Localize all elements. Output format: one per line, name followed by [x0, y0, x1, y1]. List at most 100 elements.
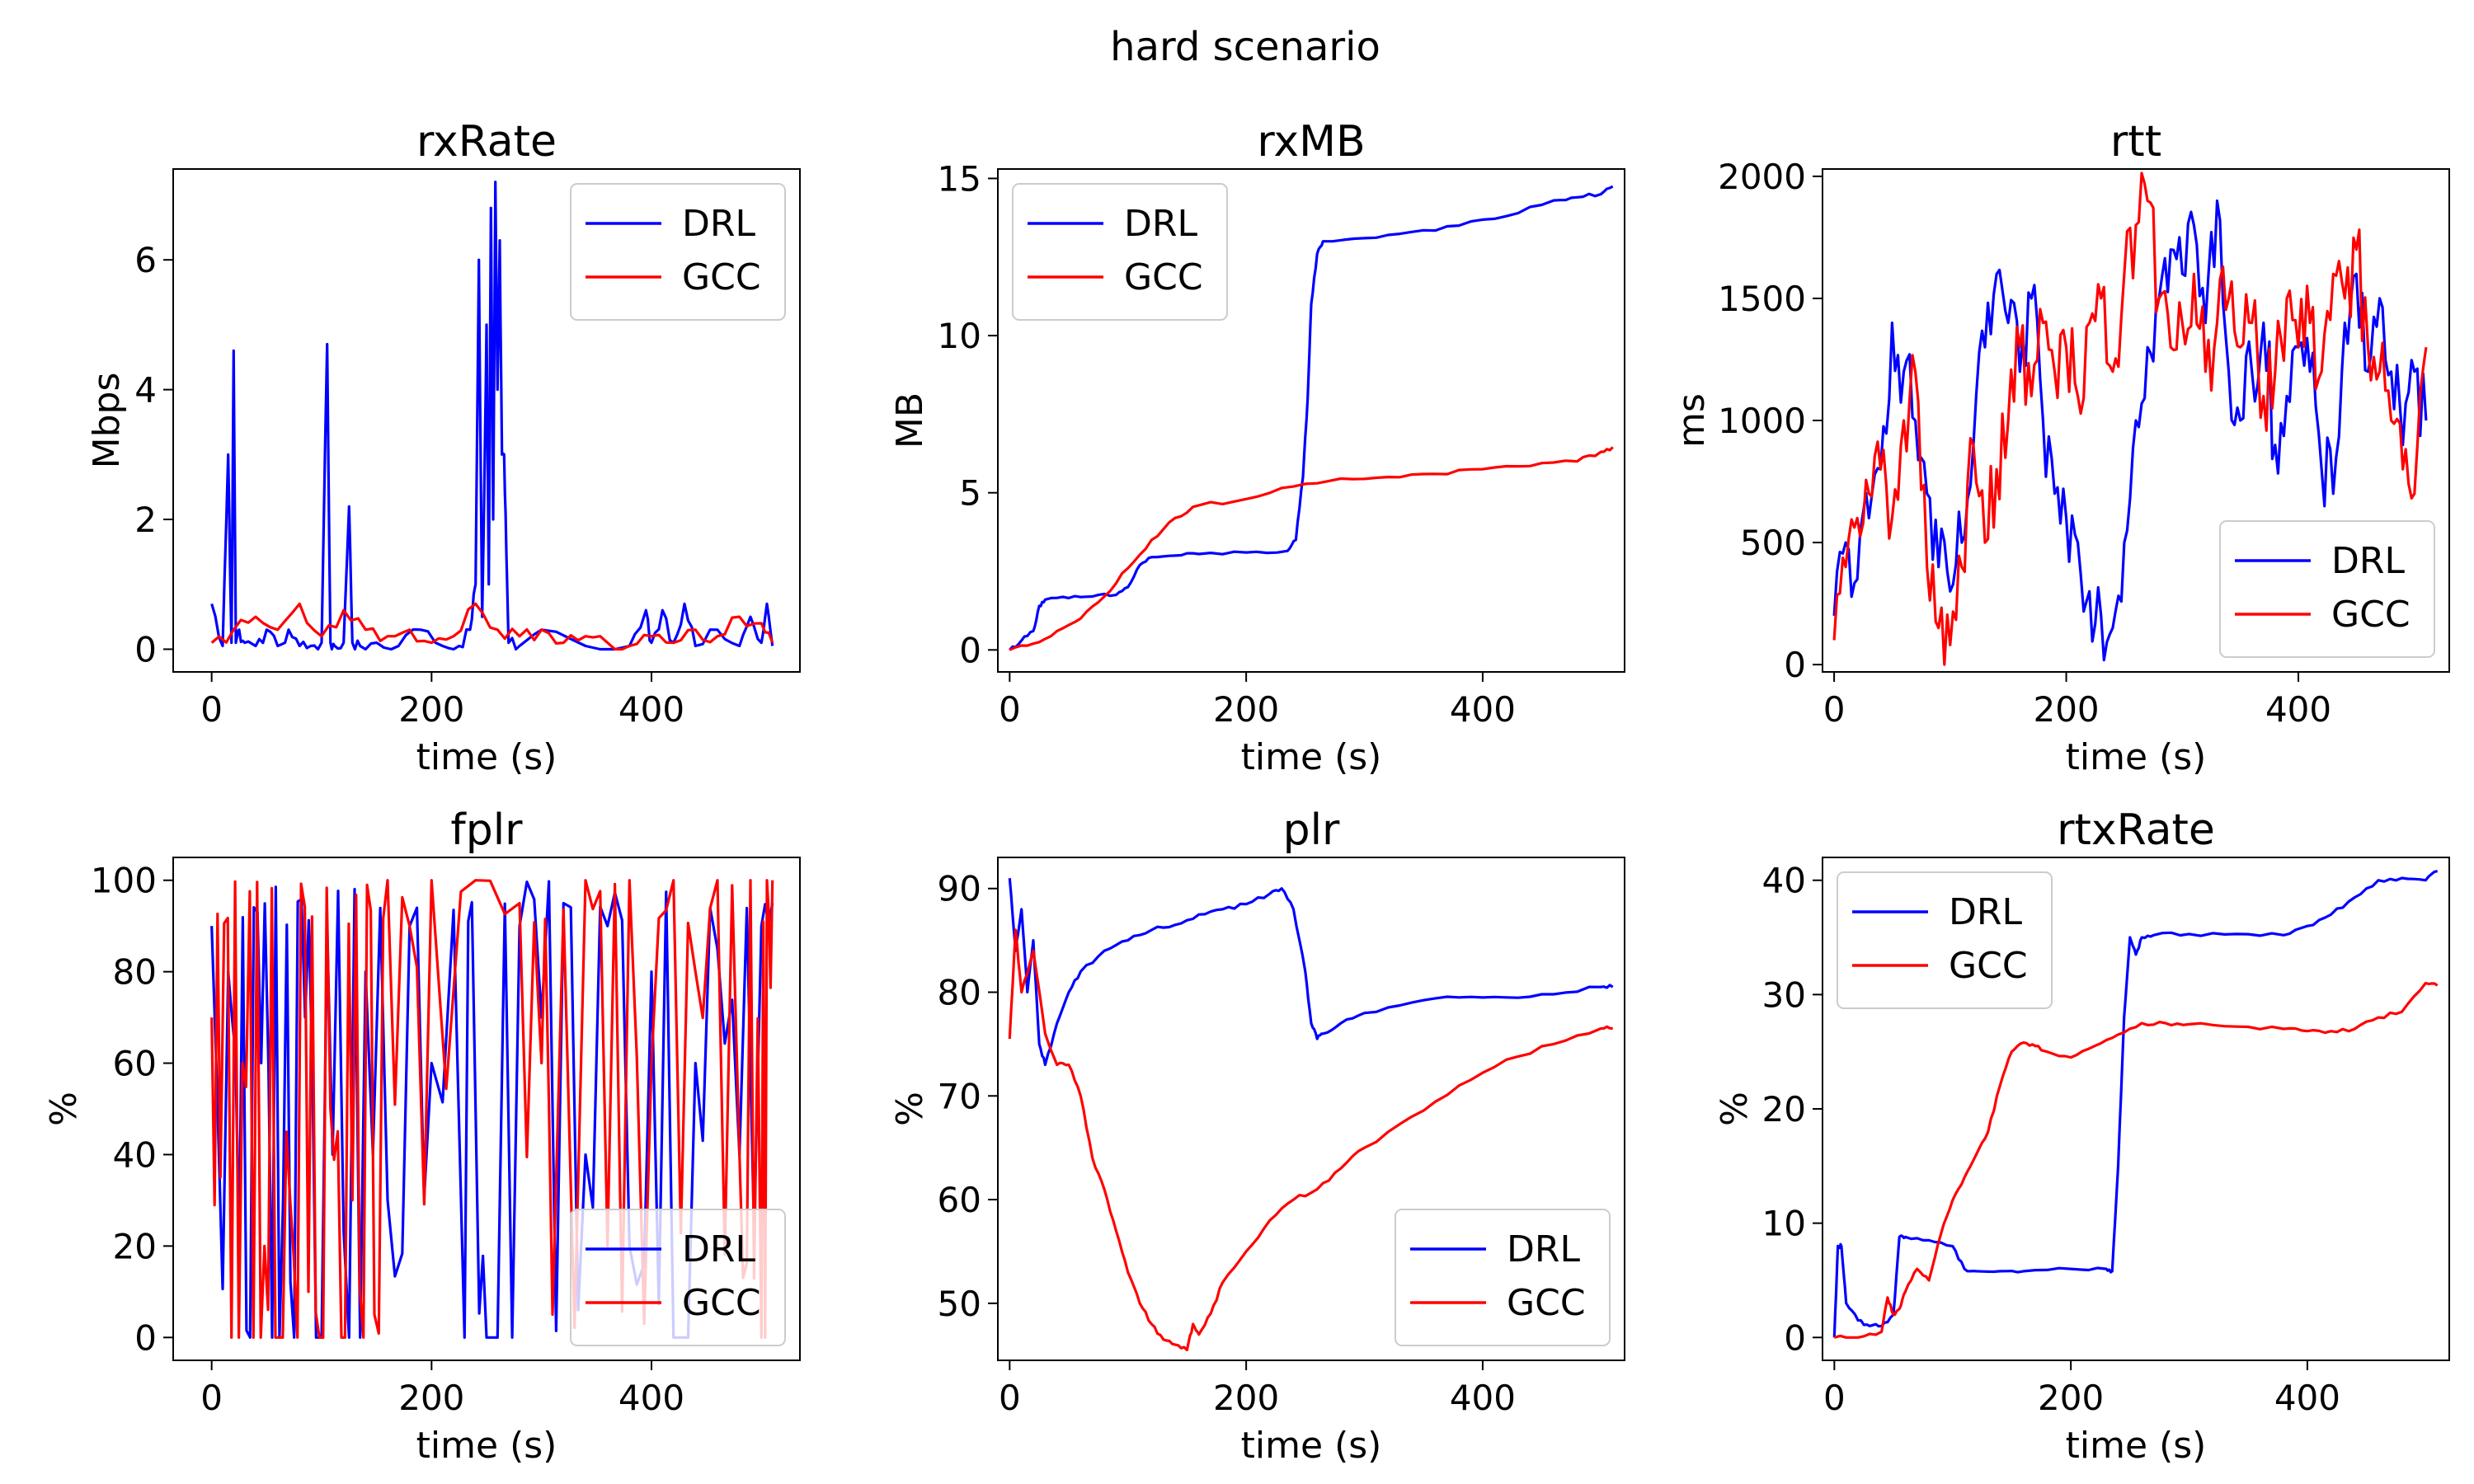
legend-label-gcc: GCC [1949, 945, 2028, 987]
x-axis-label: time (s) [2066, 736, 2207, 778]
x-tick-label: 0 [999, 1378, 1021, 1418]
chart-title: fplr [450, 805, 523, 855]
x-tick-label: 200 [1213, 1378, 1279, 1418]
x-tick-label: 400 [618, 1378, 684, 1418]
chart-plr: 0 200 400 50 60 70 80 90 plr time (s)% DRL GCC [889, 805, 1625, 1467]
legend-label-drl: DRL [682, 203, 755, 245]
legend: DRL GCC [1395, 1209, 1611, 1346]
x-tick-label: 400 [2274, 1378, 2340, 1418]
x-axis-label: time (s) [1241, 736, 1382, 778]
legend-box [570, 1209, 786, 1346]
y-axis-label: % [1714, 1092, 1756, 1126]
y-axis-label: ms [1671, 393, 1713, 448]
legend: DRL GCC [1837, 871, 2053, 1009]
y-axis-label: MB [889, 392, 931, 448]
series-line-drl [1832, 199, 2428, 662]
y-tick-label: 0 [134, 629, 157, 669]
legend-label-drl: DRL [2331, 540, 2405, 582]
legend-label-drl: DRL [1507, 1228, 1580, 1270]
legend-label-drl: DRL [1949, 891, 2022, 933]
x-tick-label: 0 [1823, 689, 1846, 730]
y-axis-label: % [889, 1092, 931, 1126]
series-line-gcc [210, 602, 774, 651]
legend-box [1395, 1209, 1611, 1346]
plot-frame [172, 168, 801, 673]
series-line-drl [1008, 878, 1614, 1067]
y-tick-label: 50 [938, 1284, 981, 1324]
series-line-drl [210, 181, 774, 651]
legend-label-gcc: GCC [2331, 594, 2411, 636]
y-tick-label: 60 [113, 1044, 157, 1084]
chart-title: rtxRate [2057, 805, 2215, 855]
legend-label-drl: DRL [682, 1228, 755, 1270]
x-tick-label: 200 [2033, 689, 2099, 730]
chart-rxRate: 0 200 400 0 2 4 6 rxRate time (s) Mbps DRL GCC [86, 117, 801, 778]
x-tick-label: 0 [200, 1378, 223, 1418]
legend: DRL GCC [570, 1209, 786, 1346]
y-tick-label: 1000 [1718, 401, 1806, 441]
y-tick-label: 20 [113, 1226, 157, 1266]
chart-title: plr [1283, 805, 1340, 855]
x-tick-label: 200 [1213, 689, 1279, 730]
figure-suptitle: hard scenario [1110, 24, 1380, 70]
y-tick-label: 0 [959, 630, 981, 670]
legend-label-drl: DRL [1124, 203, 1197, 245]
chart-rtxRate: 0 200 400 0 10 20 30 40 rtxRate time (s)% DRL GCC [1714, 805, 2450, 1467]
chart-title: rtt [2110, 117, 2161, 167]
x-axis-label: time (s) [2066, 1425, 2207, 1467]
y-tick-label: 0 [1784, 1317, 1806, 1358]
x-tick-label: 200 [2038, 1378, 2104, 1418]
y-tick-label: 90 [938, 869, 981, 909]
x-axis-label: time (s) [1241, 1425, 1382, 1467]
legend-box [2219, 520, 2435, 658]
x-tick-label: 400 [1450, 689, 1516, 730]
y-axis-label: Mbps [86, 373, 128, 469]
plot-frame [997, 168, 1625, 673]
x-axis-label: time (s) [416, 1425, 557, 1467]
legend: DRL GCC [1012, 183, 1228, 321]
series-line-gcc [1008, 928, 1613, 1351]
y-tick-label: 0 [134, 1317, 157, 1358]
y-axis-label: % [43, 1092, 85, 1126]
series-line-gcc [1009, 446, 1614, 651]
x-tick-label: 200 [398, 1378, 464, 1418]
x-tick-label: 400 [618, 689, 684, 730]
y-tick-label: 40 [1762, 861, 1806, 901]
plot-frame [172, 857, 801, 1361]
series-line-gcc [1832, 171, 2428, 666]
y-tick-label: 2000 [1718, 157, 1806, 197]
y-tick-label: 500 [1740, 523, 1806, 563]
legend-box [1837, 871, 2053, 1009]
x-tick-label: 0 [200, 689, 223, 730]
y-tick-label: 0 [1784, 645, 1806, 685]
y-tick-label: 15 [938, 158, 981, 199]
y-tick-label: 80 [938, 973, 981, 1013]
y-tick-label: 1500 [1718, 279, 1806, 319]
y-tick-label: 100 [91, 861, 157, 901]
legend-label-gcc: GCC [682, 256, 761, 298]
y-tick-label: 2 [134, 500, 157, 540]
chart-title: rxMB [1257, 117, 1365, 167]
chart-fplr: 0 200 400 0 20 40 60 80 100 fplr time (s)% DRL GCC [43, 805, 801, 1467]
chart-title: rxRate [416, 117, 557, 167]
x-axis-label: time (s) [416, 736, 557, 778]
y-tick-label: 4 [134, 370, 157, 411]
y-tick-label: 60 [938, 1180, 981, 1220]
chart-rxMB: 0 200 400 0 5 10 15 rxMB time (s) MB DRL GCC [889, 117, 1625, 778]
series-line-drl [1832, 870, 2439, 1338]
legend-box [1012, 183, 1228, 321]
x-tick-label: 200 [398, 689, 464, 730]
series-line-drl [1009, 185, 1614, 651]
y-tick-label: 30 [1762, 974, 1806, 1015]
legend-label-gcc: GCC [682, 1282, 761, 1324]
y-tick-label: 6 [134, 240, 157, 280]
x-tick-label: 0 [999, 689, 1021, 730]
x-tick-label: 400 [2265, 689, 2331, 730]
y-tick-label: 20 [1762, 1089, 1806, 1129]
legend-label-gcc: GCC [1507, 1282, 1586, 1324]
series-line-drl [210, 880, 774, 1339]
legend: DRL GCC [570, 183, 786, 321]
y-tick-label: 40 [113, 1134, 157, 1175]
chart-rtt: 0 200 400 0 500 1000 1500 2000 rtt time (s) ms DRL G… [1671, 117, 2450, 778]
x-tick-label: 400 [1450, 1378, 1516, 1418]
